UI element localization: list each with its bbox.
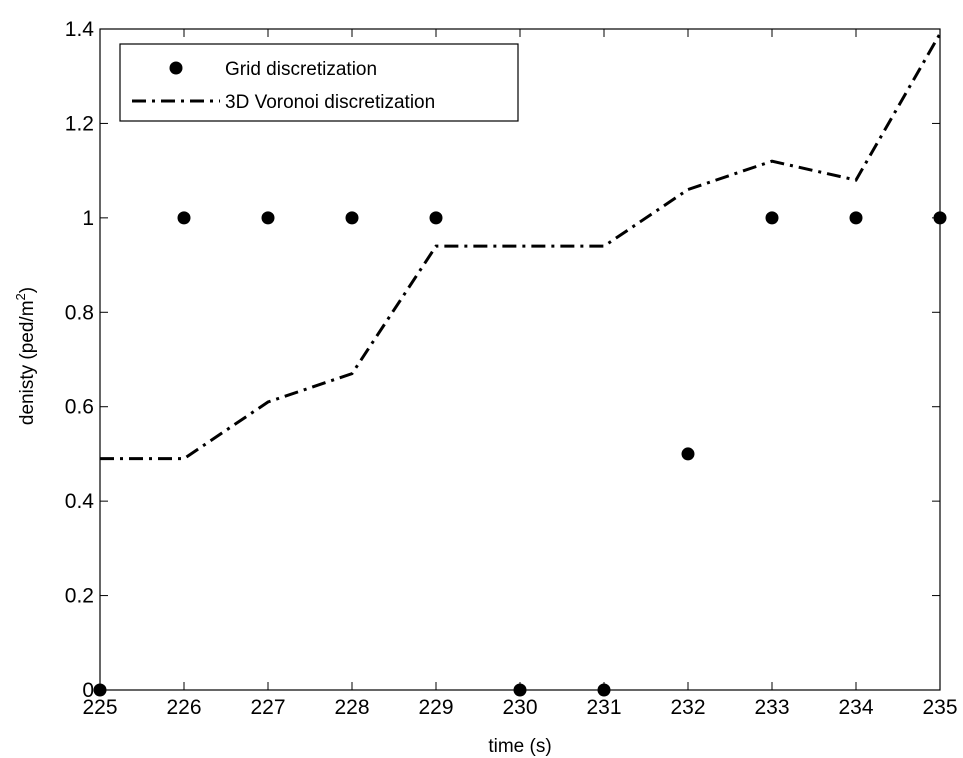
data-point-grid [765,211,779,225]
series-line-voronoi [100,32,942,461]
ticks-layer: 225 226 227 228 229 230 231 232 233 234 235 0 0.2 0.4… [65,18,958,719]
y-axis-label: denisty (ped/m2) [13,287,38,425]
x-tick-label: 231 [586,696,621,719]
x-tick-label: 225 [82,696,117,719]
data-point-grid [261,211,275,225]
x-tick-label: 234 [838,696,873,719]
data-point-grid [849,211,863,225]
data-point-grid [177,211,191,225]
data-point-grid [345,211,359,225]
legend-label-grid: Grid discretization [225,59,377,80]
y-tick-label: 0.2 [65,585,94,608]
y-axis-label-suffix: ) [17,287,38,293]
y-axis-label-superscript: 2 [13,293,28,300]
x-axis-label: time (s) [488,736,551,757]
x-tick-label: 227 [250,696,285,719]
y-tick-label: 0.4 [65,490,95,513]
y-tick-label: 1.4 [65,18,95,41]
x-tick-label: 229 [418,696,453,719]
legend-label-voronoi: 3D Voronoi discretization [225,92,435,113]
x-tick-label: 232 [670,696,705,719]
data-point-grid [681,447,695,461]
x-tick-label: 226 [166,696,201,719]
x-tick-label: 233 [754,696,789,719]
y-tick-label: 0.8 [65,301,94,324]
y-axis-label-main: denisty (ped/m [17,300,38,425]
y-tick-label: 1.2 [65,112,94,135]
plot-area [99,28,941,691]
y-tick-label: 0 [82,679,94,702]
plot-frame [99,28,941,691]
legend-marker-grid [169,61,183,75]
data-point-grid [429,211,443,225]
legend-box [119,43,519,122]
y-tick-label: 1 [82,207,94,230]
x-tick-label: 228 [334,696,369,719]
y-tick-label: 0.6 [65,396,94,419]
legend: Grid discretization 3D Voronoi discretiz… [119,43,519,122]
x-tick-label: 230 [502,696,537,719]
x-tick-label: 235 [922,696,957,719]
